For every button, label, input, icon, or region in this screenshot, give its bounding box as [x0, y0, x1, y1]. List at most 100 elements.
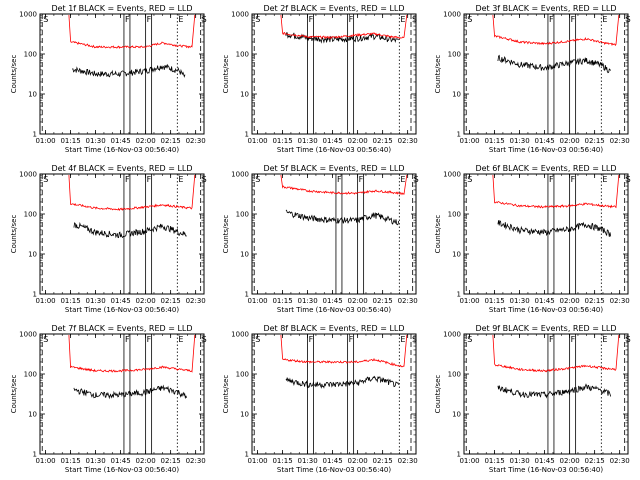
plot-frame	[251, 173, 417, 295]
marker-label: S	[202, 175, 207, 184]
series-events-line	[497, 219, 612, 237]
x-tick-label: 01:30	[85, 297, 105, 305]
marker-label: F	[309, 15, 314, 24]
y-tick-label: 1000	[443, 11, 461, 19]
x-axis-label: Start Time (16-Nov-03 00:56:40)	[489, 306, 603, 314]
x-tick-label: 01:00	[459, 297, 479, 305]
x-tick-label: 01:30	[509, 297, 529, 305]
x-tick-label: 02:00	[136, 457, 156, 465]
x-tick-label: 01:45	[535, 297, 555, 305]
marker-label: S	[202, 335, 207, 344]
x-axis-label: Start Time (16-Nov-03 00:56:40)	[65, 146, 179, 154]
x-axis-label: Start Time (16-Nov-03 00:56:40)	[489, 466, 603, 474]
marker-label: F	[349, 335, 354, 344]
panel-4: Det 4f BLACK = Events, RED = LLD 1 10 100 10…	[10, 164, 207, 314]
plot-frame	[251, 333, 417, 455]
x-tick-label: 01:15	[272, 297, 292, 305]
series-events-line	[285, 32, 399, 44]
marker-label: S	[412, 335, 417, 344]
marker-label: E	[400, 15, 405, 24]
marker-label: F	[549, 175, 554, 184]
marker-label: E	[400, 335, 405, 344]
marker-label: S	[467, 335, 472, 344]
panel-7: Det 7f BLACK = Events, RED = LLD 1 10 100 10…	[10, 324, 207, 474]
y-tick-label: 10	[240, 91, 249, 99]
y-tick-label: 1	[33, 131, 37, 139]
marker-label: F	[125, 335, 130, 344]
x-tick-label: 01:00	[459, 137, 479, 145]
series-lld-line	[68, 14, 196, 49]
x-tick-label: 01:15	[484, 297, 504, 305]
marker-label: S	[626, 175, 631, 184]
x-tick-label: 02:15	[373, 457, 393, 465]
x-tick-label: 02:30	[610, 297, 630, 305]
x-tick-label: 02:15	[373, 297, 393, 305]
plot-frame	[39, 13, 205, 135]
x-tick-label: 02:30	[398, 137, 418, 145]
x-tick-label: 01:30	[85, 137, 105, 145]
marker-label: F	[549, 15, 554, 24]
y-tick-label: 100	[448, 371, 461, 379]
x-tick-label: 01:30	[297, 457, 317, 465]
marker-label: S	[202, 15, 207, 24]
x-axis-label: Start Time (16-Nov-03 00:56:40)	[277, 306, 391, 314]
x-tick-label: 01:45	[111, 297, 131, 305]
marker-label: F	[571, 335, 576, 344]
x-tick-label: 02:00	[348, 137, 368, 145]
x-tick-label: 01:15	[60, 297, 80, 305]
y-axis-label: Counts/sec	[222, 215, 230, 254]
series-lld-line	[68, 334, 196, 373]
y-tick-label: 100	[24, 211, 37, 219]
x-tick-label: 02:15	[161, 137, 181, 145]
plot-frame	[39, 333, 205, 455]
series-lld-line	[280, 334, 408, 368]
y-tick-label: 10	[452, 91, 461, 99]
panel-title: Det 8f BLACK = Events, RED = LLD	[263, 324, 404, 333]
y-axis-label: Counts/sec	[222, 375, 230, 414]
y-tick-label: 10	[28, 251, 37, 259]
y-tick-label: 1000	[231, 171, 249, 179]
y-axis-label: Counts/sec	[434, 215, 442, 254]
x-tick-label: 02:15	[585, 297, 605, 305]
x-tick-label: 01:45	[535, 457, 555, 465]
marker-label: S	[255, 15, 260, 24]
plot-frame	[39, 173, 205, 295]
series-lld-line	[280, 14, 408, 39]
x-tick-label: 02:00	[348, 457, 368, 465]
x-tick-label: 02:00	[560, 457, 580, 465]
x-tick-label: 01:30	[509, 457, 529, 465]
x-tick-label: 01:45	[111, 457, 131, 465]
marker-label: E	[602, 335, 607, 344]
panel-title: Det 2f BLACK = Events, RED = LLD	[263, 4, 404, 13]
series-lld-line	[68, 174, 196, 212]
plot-frame	[463, 333, 629, 455]
panel-8: Det 8f BLACK = Events, RED = LLD 1 10 100 10…	[222, 324, 418, 474]
x-tick-label: 01:30	[297, 297, 317, 305]
marker-label: F	[349, 15, 354, 24]
marker-label: S	[467, 15, 472, 24]
x-tick-label: 02:00	[136, 297, 156, 305]
x-axis-label: Start Time (16-Nov-03 00:56:40)	[277, 146, 391, 154]
series-events-line	[497, 54, 612, 74]
y-tick-label: 100	[236, 371, 249, 379]
y-tick-label: 1000	[19, 331, 37, 339]
x-tick-label: 02:30	[186, 297, 206, 305]
marker-label: F	[309, 335, 314, 344]
x-tick-label: 01:00	[459, 457, 479, 465]
y-tick-label: 1	[245, 291, 249, 299]
x-tick-label: 01:45	[323, 297, 343, 305]
y-axis-label: Counts/sec	[434, 55, 442, 94]
x-tick-label: 02:30	[186, 457, 206, 465]
marker-label: E	[178, 15, 183, 24]
x-tick-label: 01:00	[247, 137, 267, 145]
x-tick-label: 01:30	[509, 137, 529, 145]
series-lld-line	[492, 334, 620, 373]
x-tick-label: 02:15	[161, 457, 181, 465]
panel-title: Det 7f BLACK = Events, RED = LLD	[51, 324, 192, 333]
y-tick-label: 1	[457, 451, 461, 459]
series-lld-line	[492, 14, 620, 47]
x-tick-label: 01:00	[247, 457, 267, 465]
marker-label: F	[571, 15, 576, 24]
panel-1: Det 1f BLACK = Events, RED = LLD 1 10 100 10…	[10, 4, 207, 154]
x-tick-label: 02:00	[560, 297, 580, 305]
